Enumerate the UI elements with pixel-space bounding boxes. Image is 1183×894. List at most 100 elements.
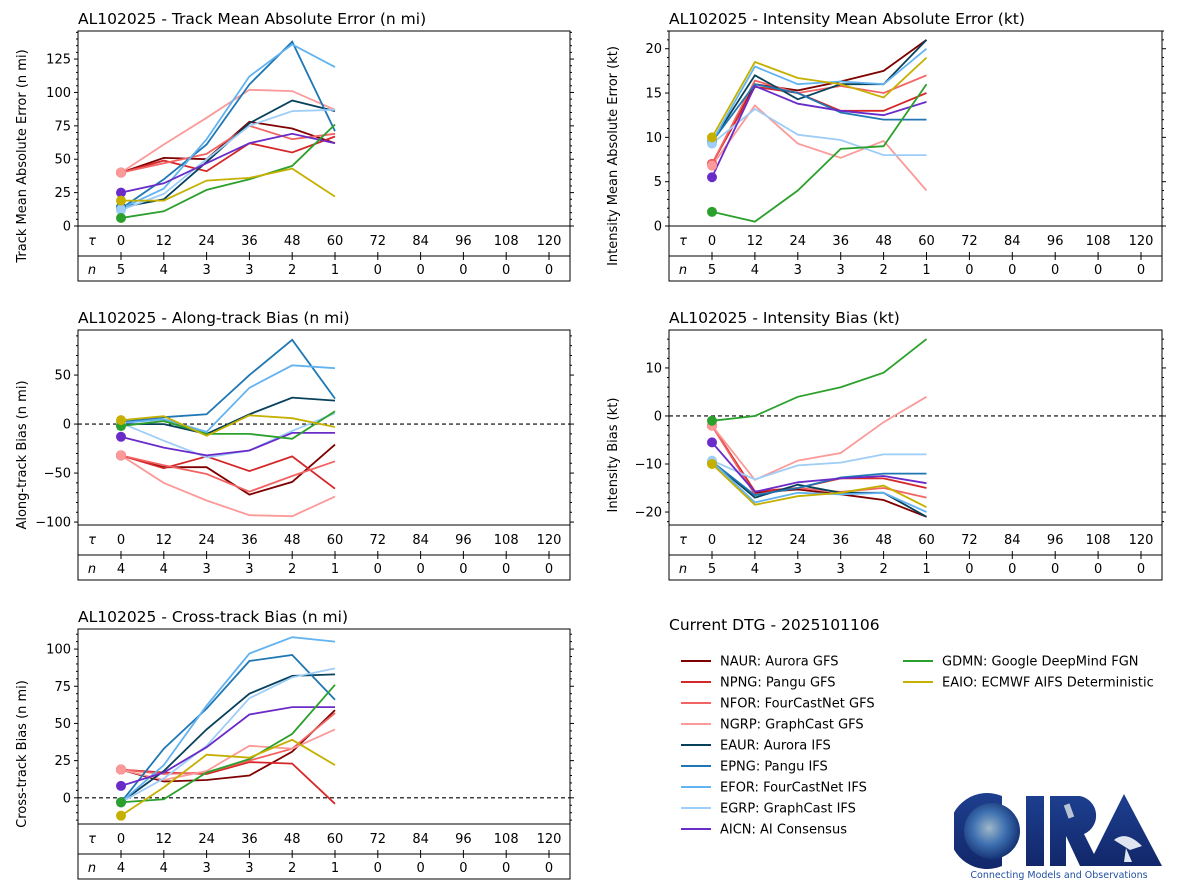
- y-tick-label: 15: [645, 87, 662, 102]
- x-tick-label: 120: [537, 533, 562, 548]
- series-line-naur: [711, 39, 928, 165]
- y-tick-label: 100: [46, 643, 71, 658]
- series-line-eaio: [120, 738, 336, 817]
- sample-count-label: 4: [751, 562, 759, 577]
- chart-panel-cross-track-bias: AL102025 - Cross-track Bias (n mi) Cross-…: [15, 608, 574, 880]
- sample-count-label: 4: [117, 562, 125, 577]
- series-line-epng: [711, 83, 927, 143]
- sample-count-label: 0: [545, 562, 553, 577]
- y-axis-label: Along-track Bias (n mi): [15, 380, 30, 529]
- chart-title: AL102025 - Intensity Bias (kt): [669, 309, 900, 327]
- series-line-epng: [120, 338, 336, 423]
- x-tick-label: 72: [370, 234, 387, 249]
- logo-letter-i: [1026, 796, 1044, 866]
- sample-count-label: 3: [202, 861, 210, 876]
- series-line-gdmn: [711, 338, 928, 422]
- x-tick-label: 72: [961, 234, 978, 249]
- series-line-nfor: [120, 454, 336, 493]
- series-start-marker-gdmn: [707, 415, 717, 426]
- y-tick-label: 10: [645, 131, 662, 146]
- y-tick-label: −20: [635, 506, 662, 521]
- series-line-eaio: [711, 463, 927, 509]
- x-tick-label: 24: [198, 832, 215, 847]
- axes-frame: [668, 30, 1163, 282]
- series-start-marker-eaio: [707, 132, 717, 143]
- axes-frame: [77, 329, 571, 581]
- x-tick-label: 48: [875, 234, 892, 249]
- sample-count-label: 0: [502, 562, 510, 577]
- x-tick-label: 24: [198, 234, 215, 249]
- series-start-marker-gdmn: [116, 212, 126, 223]
- x-tick-label: 60: [327, 234, 344, 249]
- chart-panel-track-mae: AL102025 - Track Mean Absolute Error (n …: [15, 10, 574, 282]
- x-tick-label: 84: [412, 234, 429, 249]
- sample-count-label: 2: [879, 263, 887, 278]
- x-tick-label: 0: [708, 533, 716, 548]
- series-line-ngrp: [120, 728, 336, 781]
- series-start-marker-ngrp: [116, 764, 126, 775]
- tau-row-label: τ: [88, 533, 96, 548]
- legend-label: GDMN: Google DeepMind FGN: [942, 655, 1139, 670]
- x-tick-label: 60: [327, 832, 344, 847]
- y-tick-label: −10: [635, 458, 662, 473]
- y-tick-label: 0: [63, 791, 71, 806]
- sample-count-label: 0: [416, 263, 424, 278]
- sample-count-label: 1: [922, 562, 930, 577]
- series-start-marker-gdmn: [116, 797, 126, 808]
- sample-count-label: 2: [288, 263, 296, 278]
- series-line-egrp: [120, 667, 336, 804]
- y-tick-label: 50: [54, 153, 71, 168]
- series-line-eaur: [711, 460, 927, 518]
- x-tick-label: 0: [708, 234, 716, 249]
- x-tick-label: 0: [117, 533, 125, 548]
- sample-count-label: 1: [331, 263, 339, 278]
- x-tick-label: 72: [370, 832, 387, 847]
- x-tick-label: 0: [117, 234, 125, 249]
- series-line-epng: [120, 654, 336, 803]
- x-tick-label: 72: [961, 533, 978, 548]
- series-line-naur: [711, 425, 927, 518]
- series-line-efor: [120, 43, 336, 210]
- series-line-eaio: [711, 56, 928, 138]
- x-tick-label: 48: [284, 832, 301, 847]
- x-tick-label: 48: [284, 533, 301, 548]
- sample-count-label: 0: [416, 861, 424, 876]
- series-line-egrp: [711, 107, 927, 157]
- y-tick-label: 0: [63, 220, 71, 235]
- legend-item-naur: NAUR: Aurora GFS: [681, 655, 838, 670]
- x-tick-label: 84: [412, 533, 429, 548]
- y-tick-label: 75: [54, 119, 71, 134]
- n-row-label: n: [679, 263, 687, 278]
- sample-count-label: 3: [245, 263, 253, 278]
- series-line-efor: [711, 460, 927, 513]
- n-row-label: n: [679, 562, 687, 577]
- legend-item-eaio: EAIO: ECMWF AIFS Deterministic: [903, 676, 1154, 691]
- x-tick-label: 48: [284, 234, 301, 249]
- sample-count-label: 3: [202, 562, 210, 577]
- sample-count-label: 0: [1008, 562, 1016, 577]
- sample-count-label: 0: [545, 861, 553, 876]
- series-line-egrp: [120, 108, 336, 211]
- series-start-marker-aicn: [707, 437, 717, 448]
- legend-label: EPNG: Pangu IFS: [720, 760, 828, 775]
- x-tick-label: 48: [875, 533, 892, 548]
- series-line-gdmn: [120, 684, 336, 804]
- series-start-marker-eaio: [116, 810, 126, 821]
- sample-count-label: 4: [751, 263, 759, 278]
- sample-count-label: 0: [374, 263, 382, 278]
- sample-count-label: 3: [202, 263, 210, 278]
- sample-count-label: 0: [459, 861, 467, 876]
- sample-count-label: 3: [837, 263, 845, 278]
- logo-letter-c: [949, 793, 1002, 869]
- series-line-ngrp: [120, 88, 336, 174]
- sample-count-label: 3: [837, 562, 845, 577]
- y-tick-label: 100: [46, 86, 71, 101]
- sample-count-label: 1: [922, 263, 930, 278]
- axes-frame: [77, 628, 571, 880]
- sample-count-label: 0: [1094, 263, 1102, 278]
- series-line-gdmn: [120, 123, 336, 219]
- chart-title: AL102025 - Cross-track Bias (n mi): [78, 608, 348, 626]
- sample-count-label: 0: [502, 861, 510, 876]
- chart-panel-intensity-bias: AL102025 - Intensity Bias (kt) Intensity …: [606, 309, 1166, 581]
- x-tick-label: 36: [241, 234, 258, 249]
